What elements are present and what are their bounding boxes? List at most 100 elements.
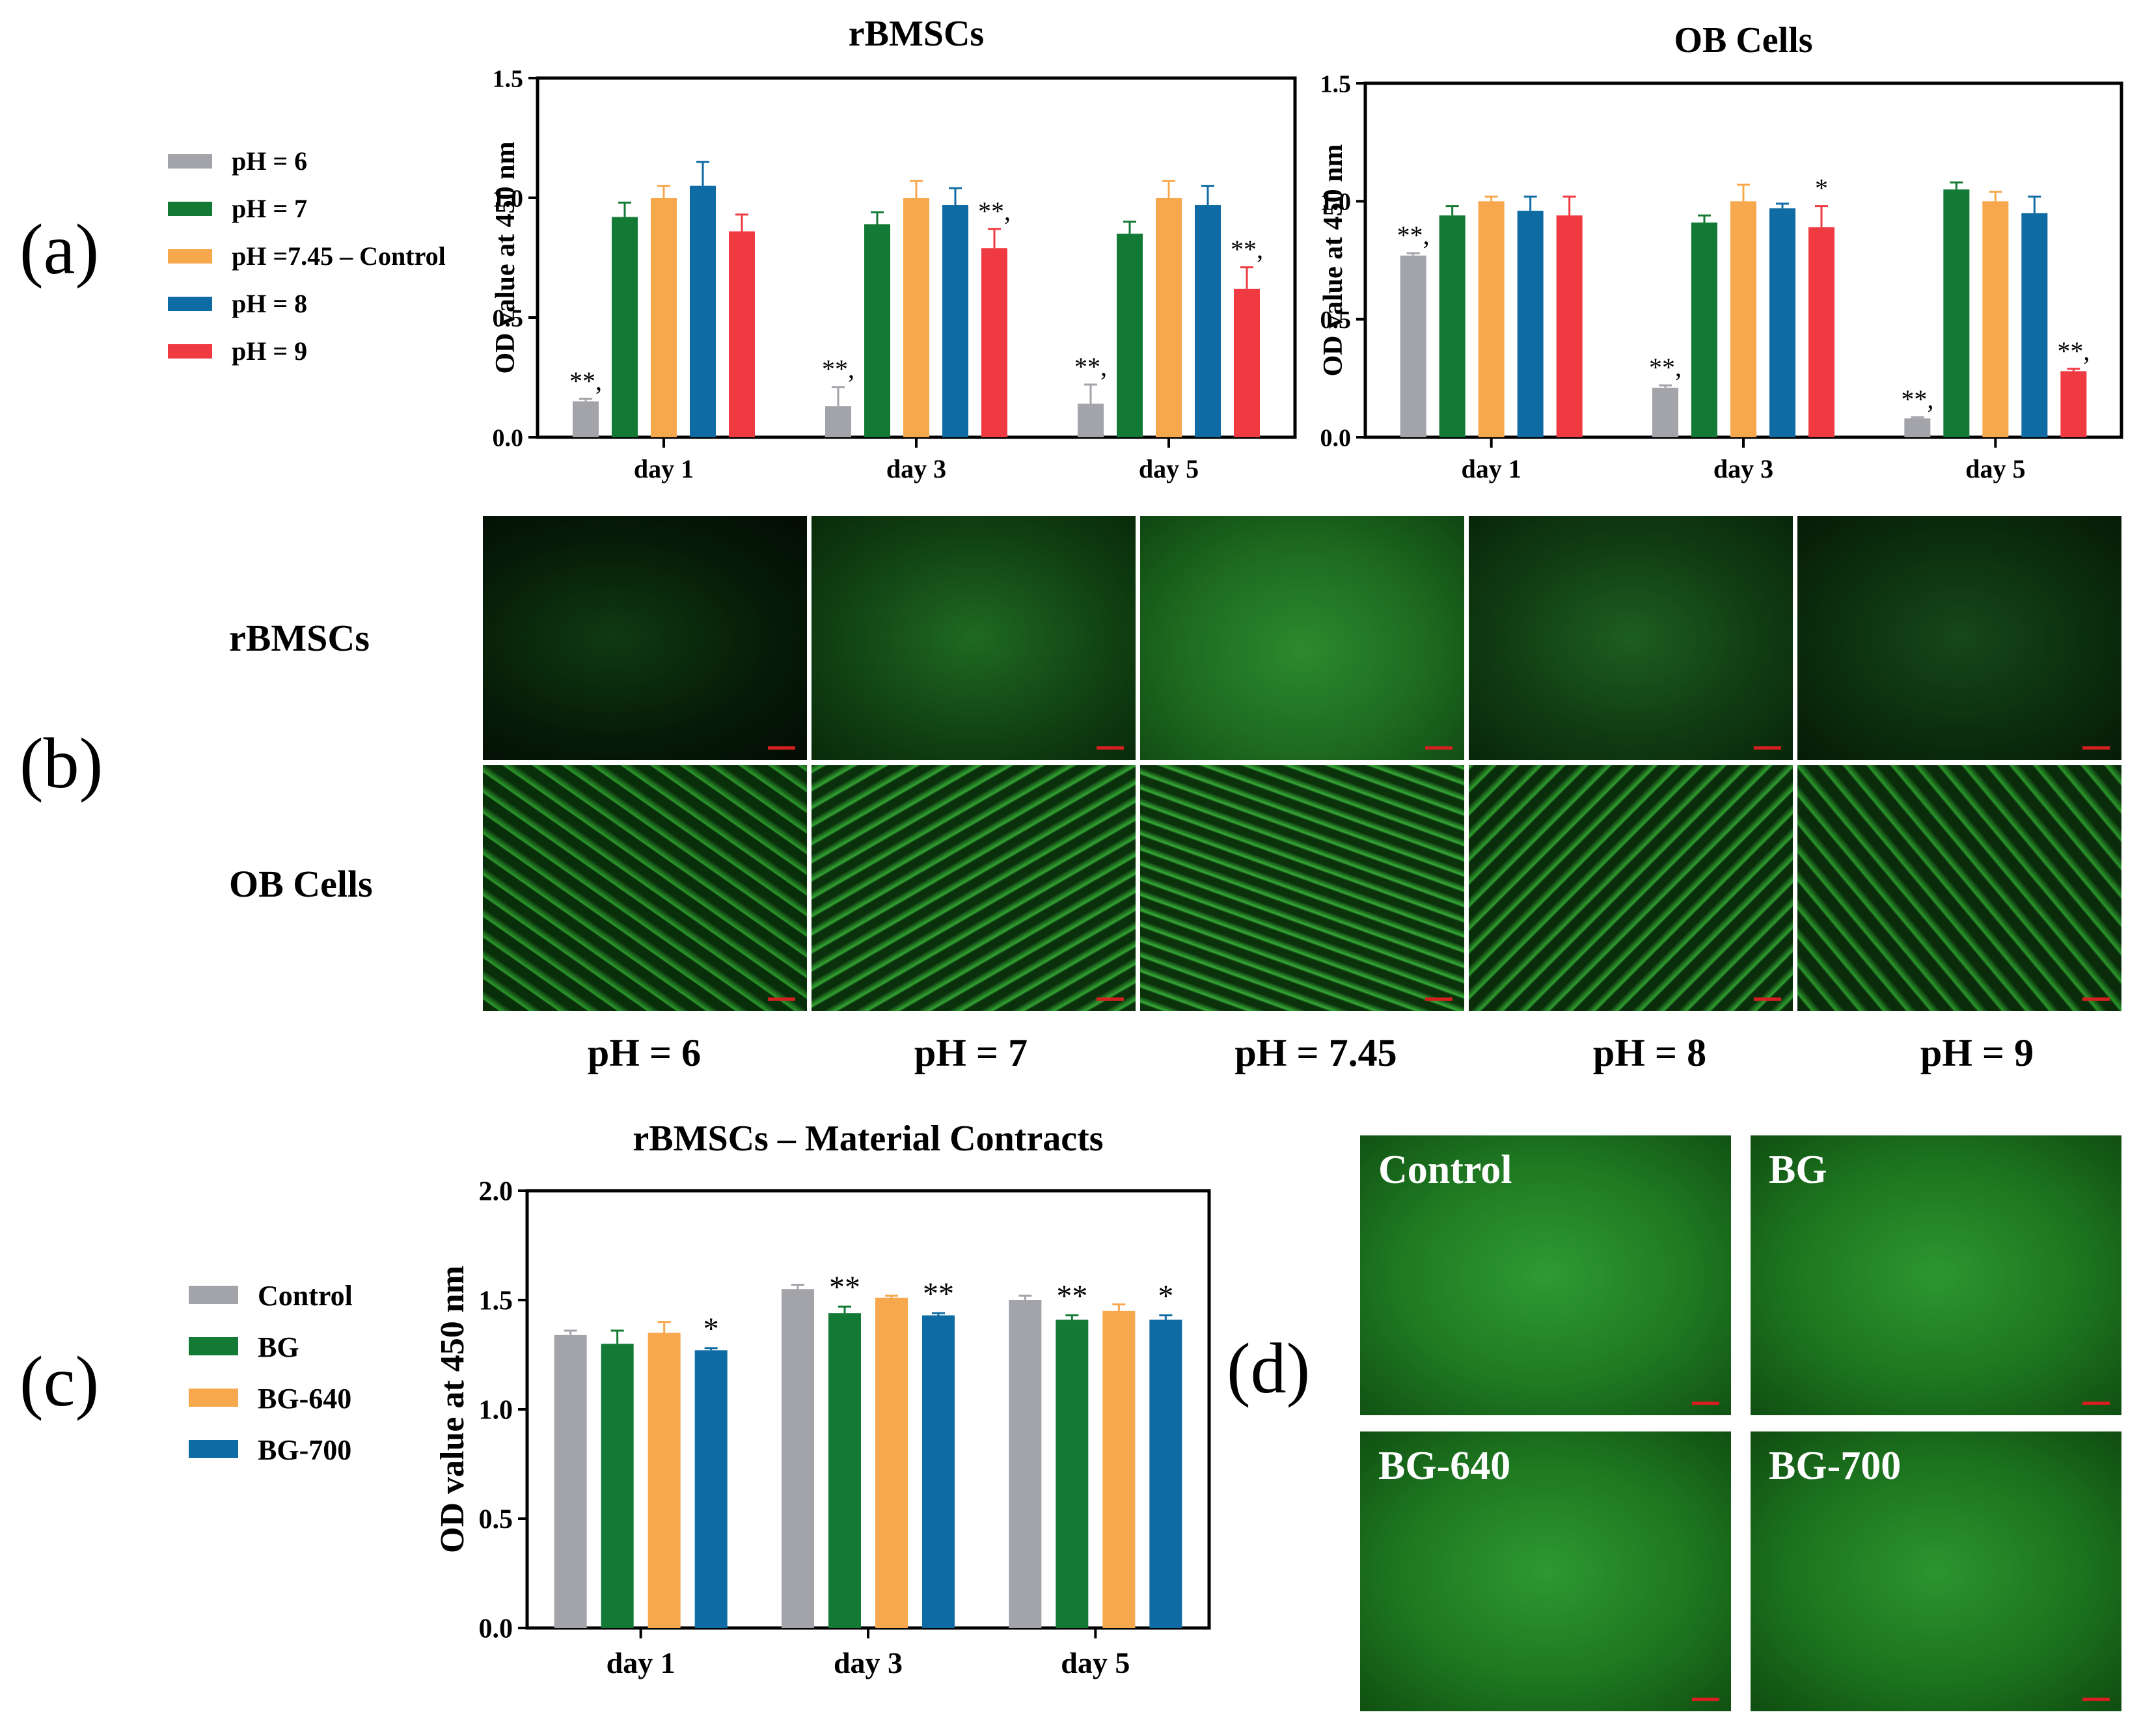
panel-label-b: (b)	[20, 724, 103, 803]
bar	[864, 224, 890, 437]
bar	[1056, 1320, 1089, 1628]
legend-swatch	[189, 1440, 238, 1458]
significance-marker: *	[703, 1312, 719, 1346]
micrograph-ob-ph745	[1140, 765, 1464, 1011]
micrograph-rbmscs-ph9	[1797, 516, 2121, 760]
bar	[1234, 288, 1260, 437]
significance-marker: **,	[1074, 352, 1107, 381]
column-label-ph-9: pH = 9	[1920, 1031, 2034, 1074]
micrograph-label: BG-700	[1769, 1444, 1902, 1488]
column-label-ph-745: pH = 7.45	[1234, 1031, 1397, 1074]
bar	[2060, 371, 2087, 437]
legend-label: Control	[258, 1280, 353, 1312]
bar	[1400, 255, 1426, 437]
scale-bar	[1425, 746, 1452, 750]
y-tick-label: 1.0	[479, 1396, 513, 1426]
bar	[729, 231, 755, 437]
bar	[601, 1344, 634, 1628]
scale-bar	[1425, 997, 1452, 1001]
bar	[981, 248, 1007, 437]
panel-label-c: (c)	[20, 1342, 99, 1421]
legend-swatch	[168, 249, 212, 264]
micrograph-bg-640: BG-640	[1360, 1431, 1731, 1711]
y-tick-label: 0.0	[479, 1614, 513, 1644]
y-tick-label: 1.0	[493, 185, 524, 212]
legend-panel-c: Control BG BG-640 BG-700	[189, 1280, 353, 1466]
micrograph-rbmscs-ph8	[1469, 516, 1793, 760]
y-axis-label: OD value at 450 nm	[434, 1266, 471, 1553]
bar	[1730, 201, 1756, 437]
scale-bar	[2082, 746, 2110, 750]
y-tick-label: 1.5	[493, 65, 524, 92]
bar	[922, 1315, 955, 1628]
bar	[1009, 1300, 1042, 1628]
legend-swatch	[168, 154, 212, 169]
chart-title: OB Cells	[1674, 20, 1812, 61]
scale-bar	[2082, 1402, 2110, 1405]
bar	[1195, 205, 1221, 437]
row-label-rbmscs: rBMSCs	[229, 617, 370, 659]
bar	[1517, 210, 1544, 437]
scale-bar	[1692, 1698, 1719, 1701]
bar	[648, 1333, 681, 1628]
bar	[690, 185, 716, 437]
y-tick-label: 0.5	[1320, 306, 1352, 334]
bar	[1943, 189, 1970, 437]
significance-marker: **,	[1901, 385, 1933, 414]
chart-ob-cells: OB Cells OD value at 450 nm 0.0 0.5 1.0 1.5 da…	[1318, 20, 2123, 483]
row-label-ob-cells: OB Cells	[229, 863, 373, 905]
legend-label: pH = 9	[232, 336, 307, 366]
micrograph-control: Control	[1360, 1135, 1731, 1415]
legend-swatch	[189, 1389, 238, 1407]
bar	[1102, 1310, 1136, 1628]
legend-label: pH = 6	[232, 146, 307, 176]
scale-bar	[768, 746, 795, 750]
scale-bar	[2082, 997, 2110, 1001]
bar	[1556, 215, 1583, 437]
significance-marker: **	[829, 1270, 860, 1305]
y-axis-label: OD value at 450 nm	[491, 141, 521, 373]
legend-panel-a: pH = 6 pH = 7 pH =7.45 – Control pH = 8 pH =…	[168, 146, 446, 366]
bar	[942, 205, 968, 437]
y-tick-label: 0.0	[1320, 424, 1352, 452]
x-tick-label: day 1	[634, 454, 694, 483]
legend-swatch	[189, 1286, 238, 1304]
bar	[612, 217, 638, 437]
column-label-ph-7: pH = 7	[914, 1031, 1028, 1074]
significance-marker: **	[1056, 1279, 1087, 1314]
legend-swatch	[168, 297, 212, 311]
y-tick-label: 1.5	[479, 1286, 513, 1316]
x-tick-label: day 3	[886, 454, 946, 483]
bar	[651, 198, 677, 437]
y-tick-label: 1.0	[1320, 189, 1352, 216]
y-axis-label: OD value at 450 nm	[1318, 144, 1348, 376]
bar	[903, 198, 929, 437]
legend-label: BG	[258, 1331, 299, 1363]
chart-title: rBMSCs – Material Contracts	[633, 1119, 1103, 1159]
significance-marker: *	[1815, 174, 1828, 203]
micrograph-bg-700: BG-700	[1751, 1431, 2121, 1711]
bar	[1078, 403, 1104, 437]
y-tick-label: 0.0	[493, 424, 524, 452]
x-tick-label: day 3	[834, 1646, 903, 1679]
bar	[1904, 418, 1931, 437]
micrograph-label: BG	[1769, 1148, 1827, 1192]
bar	[2021, 213, 2048, 437]
micrograph-bg: BG	[1751, 1135, 2121, 1415]
panel-label-a: (a)	[20, 210, 99, 289]
y-tick-label: 0.5	[493, 305, 524, 332]
bar	[1982, 201, 2009, 437]
significance-marker: **,	[1649, 353, 1682, 382]
bar	[554, 1335, 587, 1628]
micrograph-ob-ph8	[1469, 765, 1793, 1011]
significance-marker: **	[923, 1277, 954, 1311]
bar	[1808, 227, 1834, 437]
bar	[1691, 222, 1717, 437]
legend-label: BG-640	[258, 1383, 351, 1415]
scale-bar	[768, 997, 795, 1001]
scale-bar	[1754, 746, 1781, 750]
y-tick-label: 1.5	[1320, 70, 1352, 98]
scale-bar	[1097, 746, 1124, 750]
chart-material-contracts: rBMSCs – Material Contracts OD value at 4…	[434, 1119, 1211, 1679]
